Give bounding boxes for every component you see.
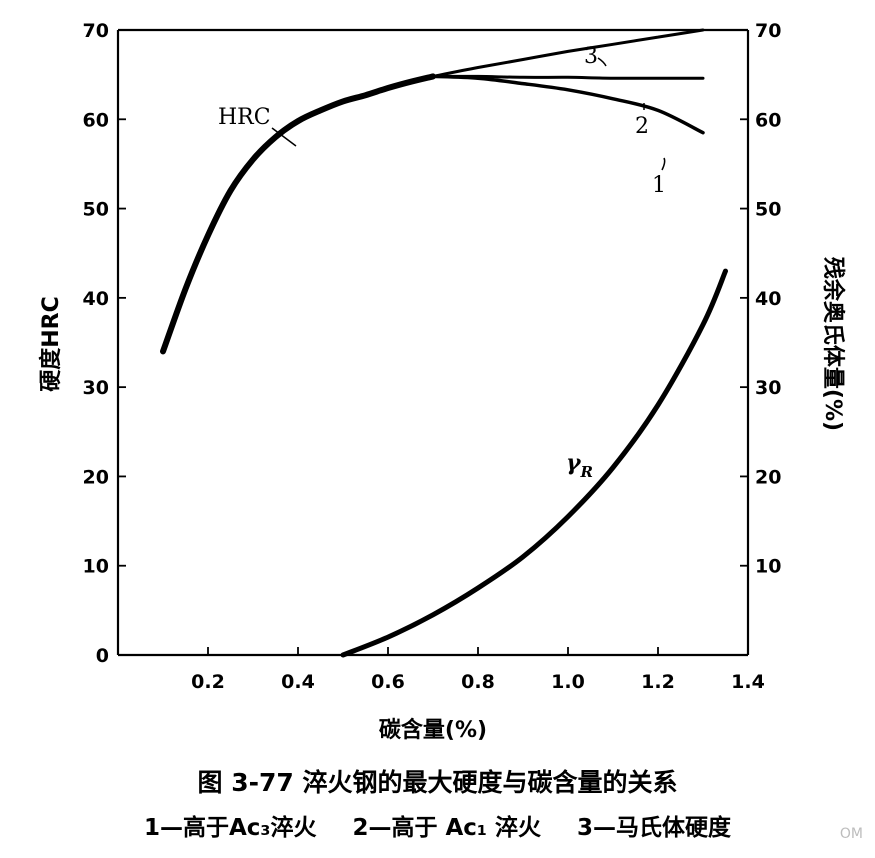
y-tick-label: 50: [83, 199, 109, 221]
legend-item-1: 1—高于Ac₃淬火: [143, 815, 317, 841]
axes: [116, 28, 750, 657]
tick-labels: 0.2 0.4 0.6 0.8 1.0 1.2 1.4 0 10 20 30 40 50 60 70 10 20…: [83, 20, 782, 693]
y2-tick-label: 70: [755, 20, 781, 42]
y2-tick-label: 50: [755, 199, 781, 221]
y-tick-label: 0: [96, 645, 109, 667]
legend-item-3: 3—马氏体硬度: [577, 815, 732, 841]
y2-tick-label: 60: [755, 109, 781, 131]
curve-1: [431, 74, 705, 135]
gamma-r-sub: R: [580, 463, 593, 481]
curve-2-label: 2: [635, 114, 649, 139]
x-tick-label: 1.2: [641, 671, 675, 693]
x-tick-label: 0.8: [461, 671, 495, 693]
watermark: OM: [839, 826, 863, 842]
gamma-r-curve: [340, 268, 728, 658]
y-tick-label: 40: [83, 288, 109, 310]
hrc-curve-label: HRC: [218, 105, 271, 130]
y2-axis-title: 残余奥氏体量(%): [820, 257, 846, 431]
curve-1-leader: [661, 157, 666, 171]
chart: 0.2 0.4 0.6 0.8 1.0 1.2 1.4 0 10 20 30 40 50 60 70 10 20…: [38, 20, 846, 743]
y-tick-label: 10: [83, 556, 109, 578]
gamma-r-main: γ: [566, 450, 582, 476]
gamma-r-label: γR: [566, 450, 593, 481]
x-tick-label: 0.2: [191, 671, 225, 693]
y2-tick-label: 10: [755, 556, 781, 578]
y2-tick-label: 30: [755, 377, 781, 399]
y-tick-label: 60: [83, 109, 109, 131]
y-tick-label: 20: [83, 466, 109, 488]
figure-caption-legend: 1—高于Ac₃淬火 2—高于 Ac₁ 淬火 3—马氏体硬度: [0, 808, 875, 842]
curve-3-leader: [597, 57, 607, 67]
x-tick-label: 0.4: [281, 671, 315, 693]
curve-3: [431, 28, 705, 78]
x-axis-title: 碳含量(%): [379, 717, 487, 743]
annotations: HRC 3 2 1 γR: [218, 44, 666, 481]
y-axis-title: 硬度HRC: [38, 296, 64, 392]
x-tick-label: 0.6: [371, 671, 405, 693]
y-tick-label: 30: [83, 377, 109, 399]
y2-tick-label: 20: [755, 466, 781, 488]
hrc-label-leader: [271, 127, 297, 147]
x-tick-label: 1.0: [551, 671, 585, 693]
hrc-curve: [160, 73, 436, 355]
curve-2: [431, 74, 705, 80]
x-tick-label: 1.4: [731, 671, 765, 693]
figure-caption-title: 图 3-77 淬火钢的最大硬度与碳含量的关系: [197, 768, 678, 797]
curve-3-label: 3: [584, 44, 598, 69]
curve-1-label: 1: [652, 173, 666, 198]
curves: [160, 28, 728, 658]
y2-tick-label: 40: [755, 288, 781, 310]
legend-item-2: 2—高于 Ac₁ 淬火: [352, 815, 542, 841]
y-tick-label: 70: [83, 20, 109, 42]
ticks: [118, 29, 749, 656]
